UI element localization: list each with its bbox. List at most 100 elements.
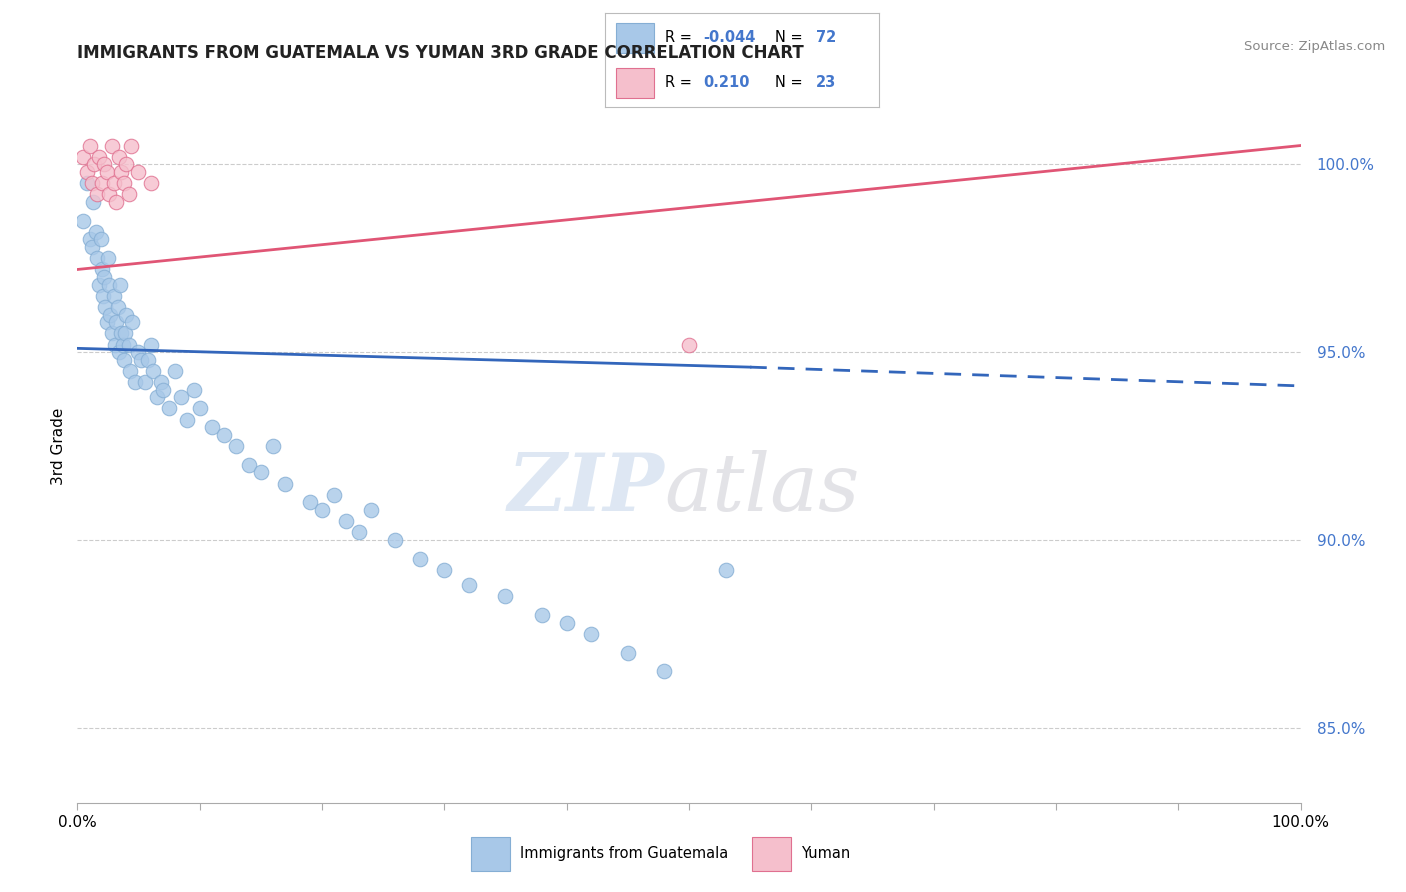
Point <box>100 326 122 341</box>
Point <box>146 390 169 404</box>
Point <box>98 277 121 292</box>
Point <box>409 551 432 566</box>
Point <box>89 277 111 292</box>
Point <box>149 375 172 389</box>
Point <box>86 251 108 265</box>
Text: Source: ZipAtlas.com: Source: ZipAtlas.com <box>1244 40 1385 54</box>
Text: R =: R = <box>665 75 696 90</box>
Point <box>105 194 128 209</box>
Point <box>714 563 737 577</box>
Point <box>250 465 273 479</box>
Point <box>335 514 357 528</box>
Point <box>118 187 141 202</box>
Point <box>165 364 187 378</box>
Point <box>347 525 370 540</box>
Text: N =: N = <box>775 30 807 45</box>
Point <box>121 315 143 329</box>
Point <box>80 176 103 190</box>
Text: Immigrants from Guatemala: Immigrants from Guatemala <box>520 846 728 861</box>
Point <box>118 337 141 351</box>
Text: N =: N = <box>775 75 807 90</box>
Point <box>93 270 115 285</box>
Point <box>115 308 138 322</box>
Point <box>96 315 118 329</box>
Y-axis label: 3rd Grade: 3rd Grade <box>51 408 66 484</box>
Point <box>89 150 111 164</box>
Point <box>384 533 406 547</box>
Point <box>91 289 114 303</box>
Point <box>83 157 105 171</box>
Point <box>129 352 152 367</box>
Point <box>136 352 159 367</box>
Point <box>139 176 162 190</box>
Point <box>103 176 125 190</box>
Point <box>188 401 211 416</box>
Point <box>103 289 125 303</box>
Point <box>97 251 120 265</box>
FancyBboxPatch shape <box>616 22 654 53</box>
Point <box>72 213 94 227</box>
Point <box>617 646 640 660</box>
Point <box>80 240 103 254</box>
FancyBboxPatch shape <box>752 837 790 871</box>
Point <box>105 315 128 329</box>
Point <box>311 503 333 517</box>
Point <box>433 563 456 577</box>
Point <box>107 300 129 314</box>
Text: ZIP: ZIP <box>508 450 665 527</box>
Point <box>104 337 127 351</box>
Point <box>124 375 146 389</box>
Point <box>142 364 165 378</box>
Point <box>112 352 135 367</box>
Point <box>94 300 117 314</box>
Point <box>111 337 134 351</box>
Point <box>84 225 107 239</box>
Point <box>100 138 122 153</box>
Point <box>134 375 156 389</box>
Point <box>457 578 479 592</box>
Point <box>82 194 104 209</box>
Point <box>262 439 284 453</box>
Point <box>76 176 98 190</box>
Point <box>183 383 205 397</box>
Point <box>72 150 94 164</box>
Point <box>274 476 297 491</box>
Point <box>86 187 108 202</box>
Point <box>579 627 602 641</box>
Point <box>360 503 382 517</box>
Point <box>118 364 141 378</box>
Point <box>531 607 554 622</box>
Point <box>110 165 132 179</box>
Point <box>115 157 138 171</box>
Point <box>225 439 247 453</box>
Point <box>212 427 235 442</box>
Point <box>90 176 112 190</box>
Point <box>323 488 346 502</box>
Point <box>127 165 149 179</box>
Text: 72: 72 <box>815 30 837 45</box>
Text: R =: R = <box>665 30 696 45</box>
Point <box>112 176 135 190</box>
Point <box>298 495 321 509</box>
Point <box>139 337 162 351</box>
Point <box>98 187 121 202</box>
Point <box>98 308 121 322</box>
Point <box>176 413 198 427</box>
Point <box>90 262 112 277</box>
Point <box>555 615 578 630</box>
Point <box>79 232 101 246</box>
Point <box>90 232 112 246</box>
Point <box>114 326 136 341</box>
Point <box>495 589 517 603</box>
Point <box>108 150 131 164</box>
Text: atlas: atlas <box>665 450 860 527</box>
Text: -0.044: -0.044 <box>703 30 755 45</box>
Point <box>120 138 142 153</box>
Point <box>110 326 132 341</box>
Point <box>654 665 676 679</box>
Point <box>170 390 193 404</box>
Point <box>678 337 700 351</box>
Point <box>108 277 131 292</box>
Point <box>96 165 118 179</box>
Point <box>152 383 174 397</box>
